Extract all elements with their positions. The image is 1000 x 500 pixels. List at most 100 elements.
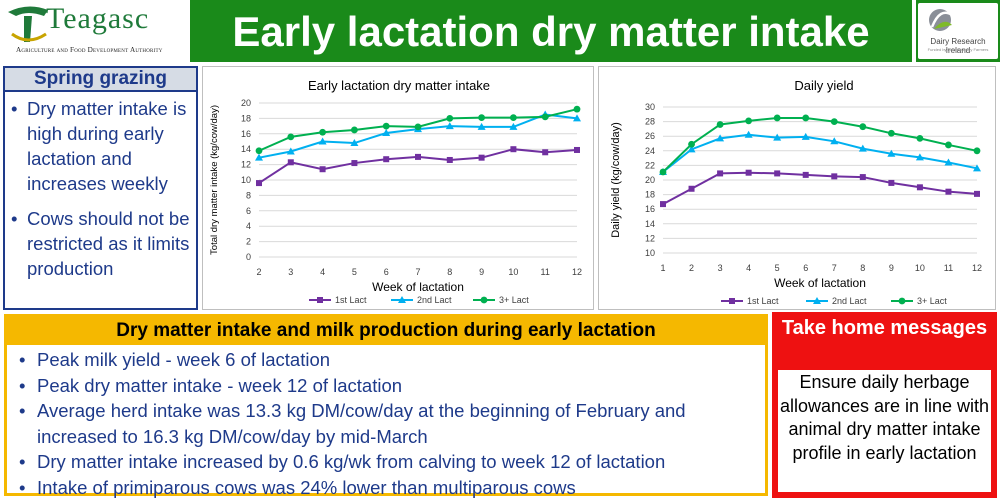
data-point <box>510 114 517 122</box>
data-point <box>256 180 262 187</box>
dmi-chart-panel: Early lactation dry matter intake 0 2 4 6 8 10… <box>202 66 594 310</box>
legend-marker <box>398 296 406 303</box>
legend-marker <box>480 296 488 304</box>
x-tick-label: 9 <box>889 263 894 273</box>
y-tick-label: 24 <box>645 146 655 156</box>
y-tick-label: 18 <box>645 190 655 200</box>
data-point <box>318 137 327 145</box>
x-tick-label: 7 <box>415 267 420 277</box>
data-point <box>478 154 485 161</box>
legend-label: 1st Lact <box>335 295 367 305</box>
chart-title: Daily yield <box>794 78 853 93</box>
data-point <box>973 147 981 155</box>
dry-matter-panel: Dry matter intake and milk production du… <box>4 314 768 500</box>
logo-tagline: Agriculture and Food Development Authori… <box>16 46 163 54</box>
x-tick-label: 9 <box>479 267 484 277</box>
x-tick-label: 3 <box>288 267 293 277</box>
data-point <box>382 122 390 130</box>
title-bar: Early lactation dry matter intake <box>190 0 912 62</box>
data-point <box>255 147 263 155</box>
legend-marker <box>898 297 906 305</box>
dry-matter-title: Dry matter intake and milk production du… <box>7 317 765 345</box>
partner-logo: Dairy Research Ireland Funded by the Iri… <box>916 0 1000 62</box>
series-line-1 <box>662 171 978 205</box>
x-tick-label: 7 <box>832 263 837 273</box>
dm-bullet: Intake of primiparous cows was 24% lower… <box>17 475 757 500</box>
series-line-3 <box>662 116 978 173</box>
x-tick-label: 5 <box>352 267 357 277</box>
y-axis-label: Daily yield (kg/cow/day) <box>610 122 622 238</box>
legend-marker <box>729 298 735 304</box>
spring-bullet: Dry matter intake is high during early l… <box>11 96 192 196</box>
teagasc-logo: Teagasc Agriculture and Food Development… <box>0 0 186 62</box>
yield-chart-panel: Daily yield 10 12 14 16 18 20 22 24 26 28 30 1 2 3 4 5 6 7… <box>598 66 996 310</box>
data-point <box>350 139 359 147</box>
y-tick-label: 4 <box>246 221 251 231</box>
y-tick-label: 16 <box>645 204 655 214</box>
x-tick-label: 2 <box>689 263 694 273</box>
spring-grazing-title: Spring grazing <box>5 68 196 92</box>
data-point <box>915 153 924 161</box>
data-point <box>858 144 867 152</box>
y-tick-label: 8 <box>246 190 251 200</box>
data-point <box>688 140 695 148</box>
data-point <box>859 174 866 181</box>
legend-label: 3+ Lact <box>917 296 947 306</box>
x-axis-label: Week of lactation <box>372 280 464 294</box>
data-point <box>287 159 294 166</box>
x-tick-label: 5 <box>775 263 780 273</box>
data-point <box>773 133 782 141</box>
x-tick-label: 4 <box>320 267 325 277</box>
data-point <box>351 160 358 167</box>
x-tick-label: 6 <box>803 263 808 273</box>
data-point <box>888 179 895 186</box>
data-point <box>541 113 549 121</box>
data-point <box>319 128 326 136</box>
legend-marker <box>813 297 821 304</box>
y-tick-label: 14 <box>241 144 251 154</box>
data-point <box>383 156 390 163</box>
data-point <box>773 114 781 122</box>
data-point <box>717 170 724 177</box>
partner-logo-name: Dairy Research Ireland <box>930 37 986 55</box>
data-point <box>319 166 326 173</box>
data-point <box>477 122 486 130</box>
data-point <box>509 122 518 130</box>
page-title: Early lactation dry matter intake <box>232 8 870 55</box>
y-tick-label: 20 <box>241 98 251 108</box>
dm-bullet: Average herd intake was 13.3 kg DM/cow/d… <box>17 398 757 449</box>
y-tick-label: 2 <box>246 237 251 247</box>
data-point <box>974 190 980 197</box>
x-tick-label: 1 <box>660 263 665 273</box>
x-tick-label: 4 <box>746 263 751 273</box>
data-point <box>660 201 666 208</box>
data-point <box>887 129 895 137</box>
x-tick-label: 10 <box>508 267 518 277</box>
data-point <box>542 149 549 156</box>
data-point <box>887 149 896 157</box>
take-home-body: Ensure daily herbage allowances are in l… <box>778 370 991 492</box>
y-tick-label: 22 <box>645 160 655 170</box>
data-point <box>687 145 696 153</box>
legend-marker <box>317 297 323 303</box>
data-point <box>744 130 753 138</box>
data-point <box>745 169 752 176</box>
data-point <box>414 123 422 131</box>
y-axis-label: Total dry matter intake (kg/cow/day) <box>209 105 220 255</box>
data-point <box>510 146 517 153</box>
take-home-panel: Take home messages Ensure daily herbage … <box>772 312 997 498</box>
data-point <box>830 118 838 125</box>
data-point <box>859 123 867 131</box>
x-axis-label: Week of lactation <box>774 276 866 290</box>
chart-title: Early lactation dry matter intake <box>308 78 490 93</box>
y-tick-label: 26 <box>645 131 655 141</box>
data-point <box>445 122 454 130</box>
data-point <box>478 114 485 122</box>
teagasc-emblem-icon <box>8 6 48 42</box>
y-tick-label: 20 <box>645 175 655 185</box>
data-point <box>802 114 810 122</box>
x-tick-label: 12 <box>972 263 982 273</box>
data-point <box>446 115 454 122</box>
data-point <box>255 153 263 161</box>
